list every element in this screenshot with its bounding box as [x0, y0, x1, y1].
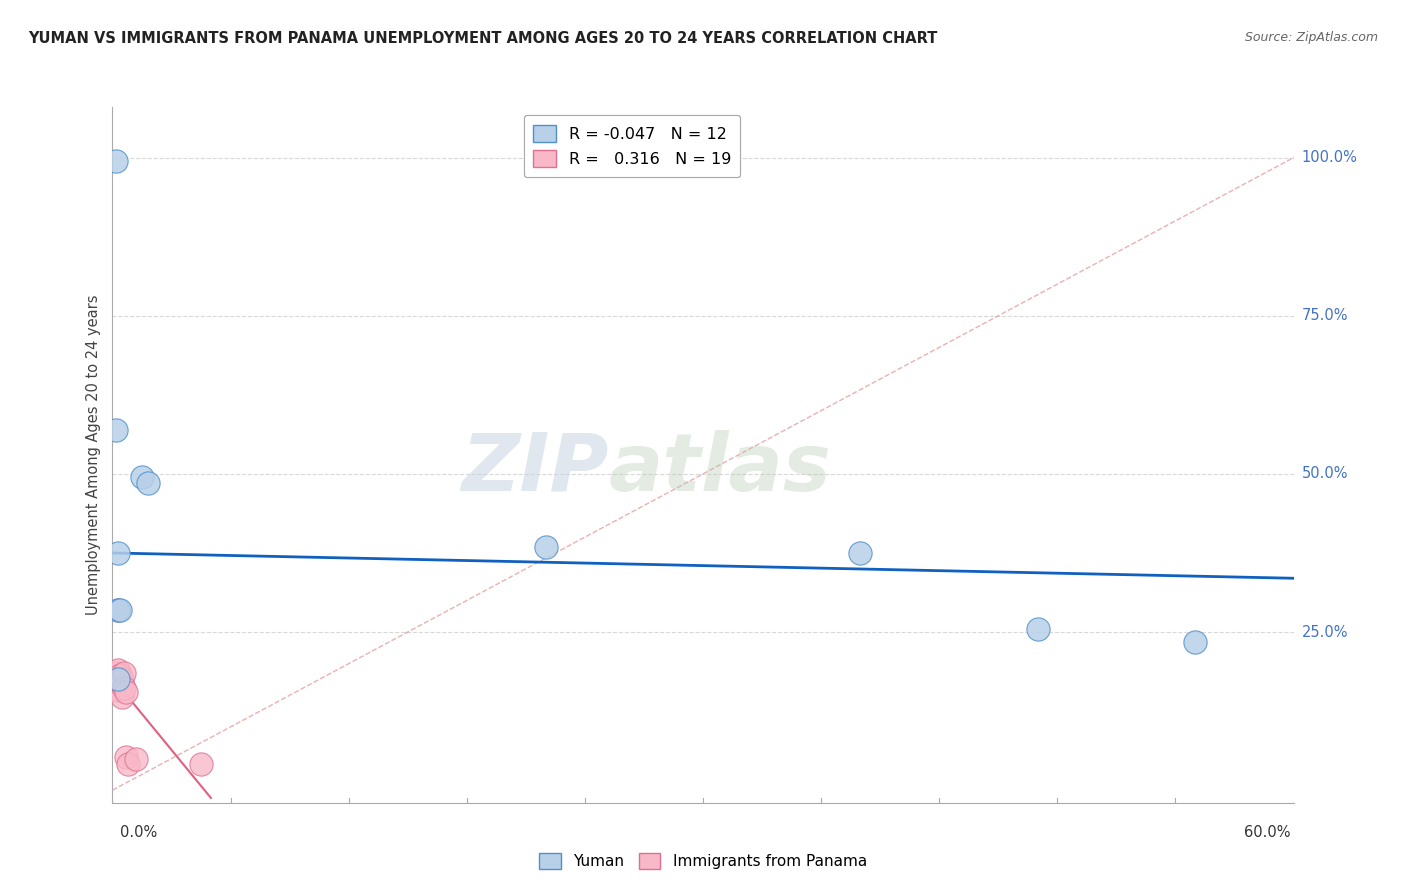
Text: 25.0%: 25.0%: [1302, 624, 1348, 640]
Point: [107, 603, 129, 617]
Point: [105, 153, 128, 168]
Point: [105, 673, 128, 687]
Text: 50.0%: 50.0%: [1302, 467, 1348, 482]
Point: [136, 476, 159, 491]
Point: [110, 674, 132, 689]
Point: [105, 666, 128, 681]
Point: [107, 673, 129, 687]
Point: [107, 683, 129, 698]
Point: [111, 673, 134, 687]
Text: ZIP: ZIP: [461, 430, 609, 508]
Point: [131, 470, 153, 484]
Point: [1026, 622, 1049, 636]
Point: [111, 690, 134, 704]
Text: 60.0%: 60.0%: [1244, 825, 1291, 840]
Point: [115, 685, 138, 699]
Point: [107, 546, 129, 560]
Point: [107, 673, 129, 687]
Point: [849, 546, 872, 560]
Point: [105, 423, 128, 437]
Point: [117, 756, 139, 771]
Point: [190, 756, 212, 771]
Y-axis label: Unemployment Among Ages 20 to 24 years: Unemployment Among Ages 20 to 24 years: [86, 294, 101, 615]
Point: [112, 666, 135, 681]
Point: [105, 677, 128, 691]
Point: [107, 663, 129, 677]
Point: [115, 750, 138, 764]
Text: 0.0%: 0.0%: [120, 825, 156, 840]
Text: Source: ZipAtlas.com: Source: ZipAtlas.com: [1244, 31, 1378, 45]
Text: YUMAN VS IMMIGRANTS FROM PANAMA UNEMPLOYMENT AMONG AGES 20 TO 24 YEARS CORRELATI: YUMAN VS IMMIGRANTS FROM PANAMA UNEMPLOY…: [28, 31, 938, 46]
Point: [110, 668, 132, 682]
Point: [107, 603, 129, 617]
Point: [112, 681, 135, 695]
Point: [110, 603, 132, 617]
Point: [1184, 634, 1206, 648]
Point: [125, 751, 148, 765]
Text: atlas: atlas: [609, 430, 831, 508]
Legend: Yuman, Immigrants from Panama: Yuman, Immigrants from Panama: [533, 847, 873, 875]
Text: 75.0%: 75.0%: [1302, 309, 1348, 323]
Text: 100.0%: 100.0%: [1302, 150, 1358, 165]
Point: [111, 677, 134, 691]
Point: [534, 540, 557, 554]
Legend: R = -0.047   N = 12, R =   0.316   N = 19: R = -0.047 N = 12, R = 0.316 N = 19: [524, 115, 741, 177]
